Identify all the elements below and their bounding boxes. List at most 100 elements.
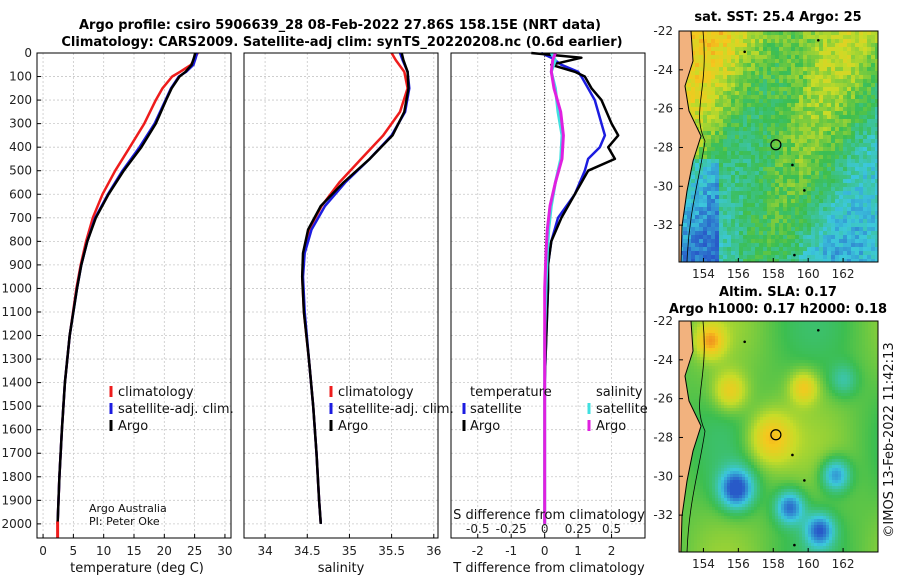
map-cell (859, 83, 864, 88)
map-cell (811, 115, 816, 120)
map-cell (831, 175, 836, 180)
map-cell (699, 131, 704, 136)
map-cell (743, 111, 748, 116)
map-cell (724, 342, 728, 346)
map-cell (727, 75, 732, 80)
map-cell (727, 31, 732, 36)
map-cell (835, 339, 839, 343)
map-cell (751, 103, 756, 108)
map-cell (875, 155, 878, 160)
map-cell (862, 339, 866, 343)
map-cell (783, 243, 788, 248)
map-cell (823, 203, 828, 208)
map-cell (715, 227, 720, 232)
map-cell (863, 151, 868, 156)
map-cell (739, 31, 744, 36)
map-cell (739, 345, 743, 349)
map-cell (697, 354, 701, 358)
map-cell (769, 339, 773, 343)
map-cell (839, 115, 844, 120)
map-cell (829, 381, 833, 385)
map-cell (875, 43, 878, 48)
map-cell (793, 360, 797, 364)
map-cell (799, 143, 804, 148)
map-cell (691, 111, 696, 116)
map-cell (755, 99, 760, 104)
map-cell (763, 363, 767, 367)
map-cell (724, 393, 728, 397)
map-cell (796, 357, 800, 361)
map-cell (743, 47, 748, 52)
map-cell (771, 143, 776, 148)
map-cell (715, 39, 720, 44)
map-cell (775, 179, 780, 184)
map-cell (847, 79, 852, 84)
map-cell (807, 127, 812, 132)
map-cell (739, 95, 744, 100)
legend-label-s-satellite: satellite (596, 402, 648, 417)
map-cell (759, 111, 764, 116)
map-cell (783, 251, 788, 256)
map-cell (826, 375, 830, 379)
map-cell (766, 366, 770, 370)
map-cell (723, 223, 728, 228)
map-cell (814, 324, 818, 328)
map-cell (791, 71, 796, 76)
map-cell (819, 255, 824, 260)
map-cell (807, 147, 812, 152)
map-cell (823, 235, 828, 240)
map-cell (723, 247, 728, 252)
map-cell (839, 247, 844, 252)
map-cell (835, 111, 840, 116)
map-cell (771, 227, 776, 232)
map-frame (678, 30, 879, 263)
map-cell (867, 67, 872, 72)
map-cell (687, 207, 692, 212)
map-cell (839, 195, 844, 200)
map-cell (791, 167, 796, 172)
map-cell (844, 327, 848, 331)
map-cell (763, 119, 768, 124)
map-cell (859, 339, 863, 343)
map-cell (703, 348, 707, 352)
map-cell (730, 330, 734, 334)
map-cell (715, 171, 720, 176)
map-cell (775, 330, 779, 334)
x-tick-label: 20 (157, 544, 172, 558)
map-cell (694, 384, 698, 388)
map-cell (727, 372, 731, 376)
map-cell (791, 195, 796, 200)
map-cell (745, 342, 749, 346)
map-cell (783, 155, 788, 160)
map-cell (724, 402, 728, 406)
map-cell (719, 219, 724, 224)
map-cell (787, 175, 792, 180)
map-cell (841, 354, 845, 358)
map-cell (763, 127, 768, 132)
map-cell (791, 255, 796, 260)
map-cell (745, 369, 749, 373)
map-cell (807, 87, 812, 92)
map-cell (703, 135, 708, 140)
map-cell (799, 235, 804, 240)
legend-label-satellite: satellite-adj. clim. (118, 402, 234, 417)
map-cell (771, 131, 776, 136)
map-cell (855, 79, 860, 84)
map-cell (793, 387, 797, 391)
map-cell (820, 387, 824, 391)
map-cell (795, 123, 800, 128)
map-cell (807, 187, 812, 192)
map-cell (759, 55, 764, 60)
map-cell (694, 381, 698, 385)
map-cell (731, 43, 736, 48)
map-cell (850, 390, 854, 394)
map-cell (847, 187, 852, 192)
map-cell (784, 333, 788, 337)
map-cell (871, 393, 875, 397)
map-cell (843, 211, 848, 216)
map-cell (839, 111, 844, 116)
map-cell (863, 243, 868, 248)
map-cell (796, 324, 800, 328)
map-cell (733, 348, 737, 352)
map-cell (862, 348, 866, 352)
